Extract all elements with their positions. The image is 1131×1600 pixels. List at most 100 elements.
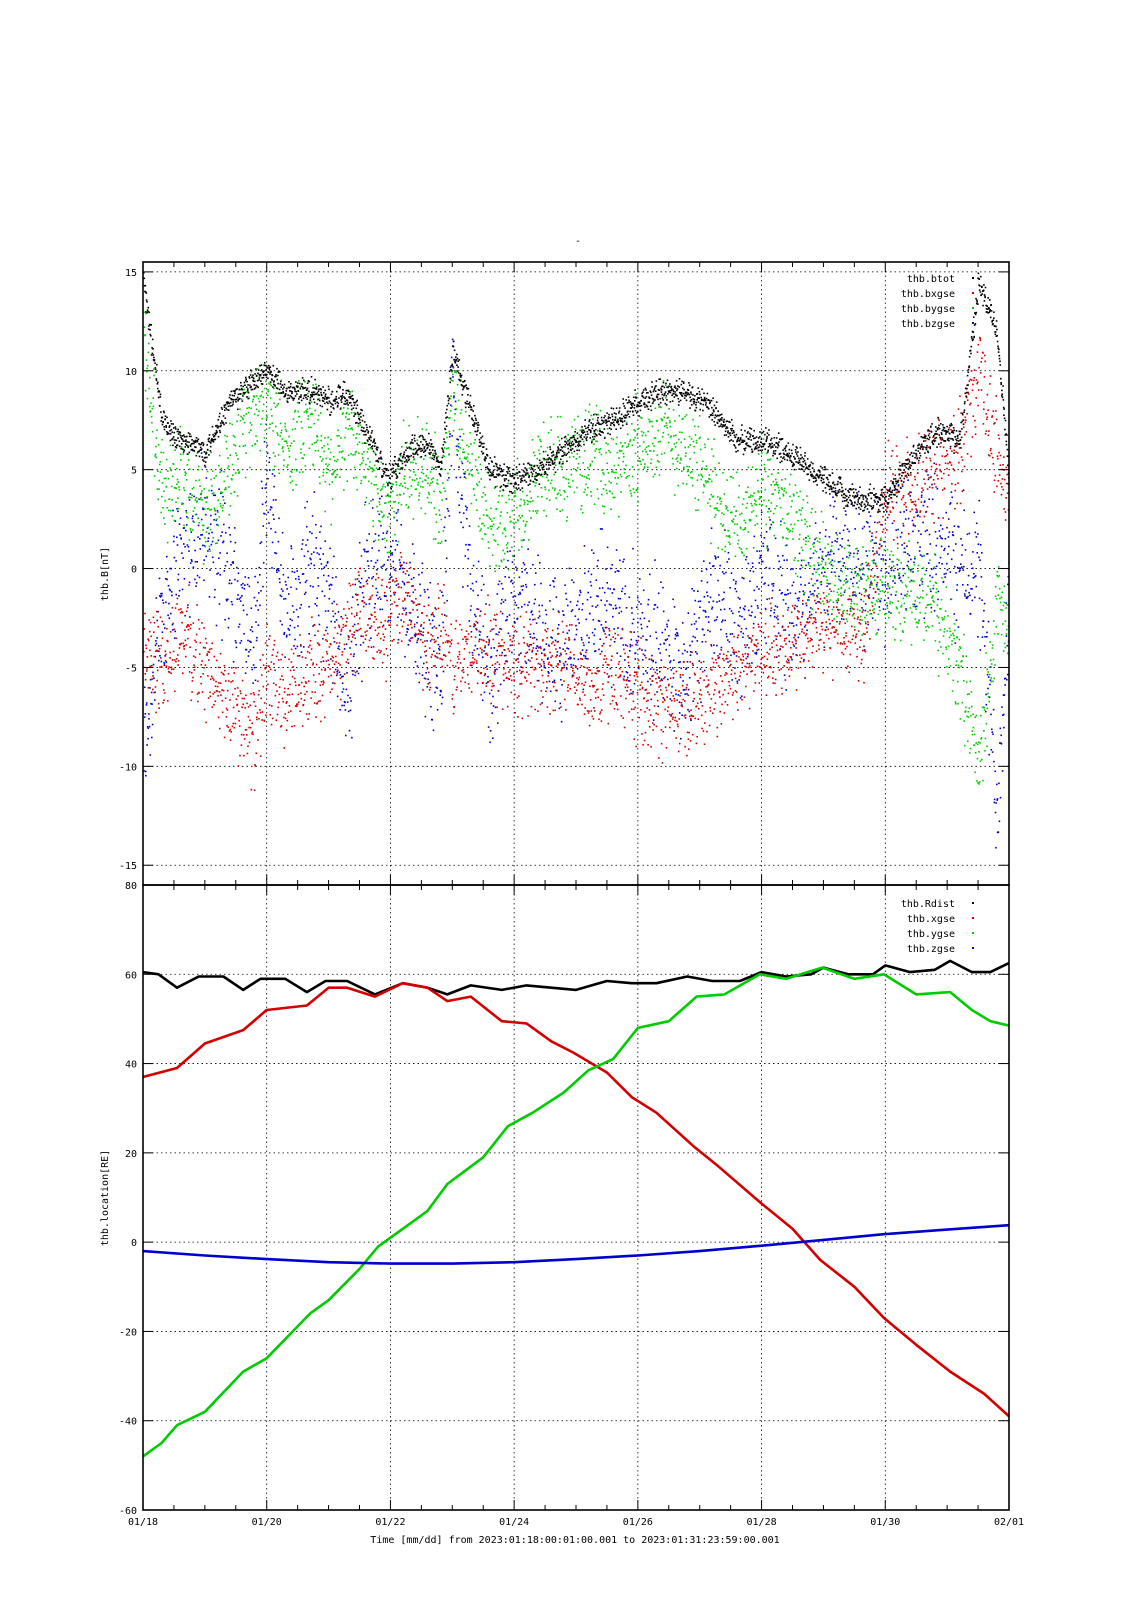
data-point: [704, 610, 706, 612]
data-point: [336, 632, 339, 635]
data-point: [178, 589, 181, 592]
data-point: [156, 429, 158, 431]
data-point: [284, 580, 287, 583]
data-point: [503, 679, 505, 682]
data-point: [905, 509, 908, 511]
data-point: [317, 614, 320, 617]
data-point: [990, 452, 993, 455]
data-point: [293, 468, 296, 471]
data-point: [424, 645, 427, 648]
data-point: [821, 628, 824, 631]
data-point: [547, 657, 549, 659]
data-point: [836, 601, 839, 604]
data-point: [448, 651, 451, 654]
data-point: [551, 655, 553, 657]
data-point: [632, 618, 635, 621]
data-point: [538, 604, 540, 607]
data-point: [828, 637, 830, 640]
data-point: [641, 687, 644, 690]
data-point: [434, 607, 436, 609]
data-point: [725, 633, 728, 635]
data-point: [548, 645, 551, 647]
data-point: [290, 470, 292, 473]
data-point: [216, 690, 219, 693]
data-point: [250, 641, 252, 643]
data-point: [743, 696, 746, 698]
data-point: [310, 426, 312, 429]
data-point: [699, 677, 702, 679]
data-point: [282, 679, 284, 681]
data-point: [547, 663, 550, 665]
data-point: [282, 573, 285, 576]
data-point: [199, 485, 201, 487]
data-point: [507, 648, 509, 650]
data-point: [575, 682, 577, 684]
data-point: [268, 638, 270, 641]
data-point: [677, 634, 679, 637]
data-point: [756, 585, 758, 588]
data-point: [239, 690, 242, 692]
data-point: [801, 628, 803, 631]
data-point: [753, 690, 755, 692]
data-point: [615, 607, 618, 609]
data-point: [529, 633, 531, 635]
data-point: [658, 686, 660, 688]
data-point: [448, 640, 450, 642]
data-point: [195, 649, 197, 651]
data-point: [216, 573, 218, 575]
data-point: [482, 681, 484, 684]
data-point: [709, 710, 712, 712]
data-point: [345, 734, 347, 737]
data-point: [447, 510, 450, 512]
data-point: [307, 550, 309, 553]
data-point: [804, 584, 806, 586]
data-point: [469, 609, 472, 611]
data-point: [232, 474, 234, 477]
data-point: [264, 667, 266, 670]
data-point: [161, 592, 163, 595]
data-point: [780, 574, 783, 577]
data-point: [656, 681, 658, 684]
data-point: [439, 635, 442, 637]
data-point: [785, 544, 788, 546]
data-point: [358, 628, 361, 631]
data-point: [204, 466, 207, 468]
data-point: [632, 547, 634, 550]
data-point: [465, 635, 467, 638]
data-point: [188, 550, 190, 552]
data-point: [477, 608, 480, 611]
data-point: [213, 703, 215, 706]
data-point: [479, 610, 482, 612]
data-point: [235, 646, 238, 649]
data-point: [710, 698, 713, 700]
data-point: [805, 564, 807, 567]
data-point: [478, 634, 481, 636]
data-point: [247, 397, 249, 400]
data-point: [247, 411, 250, 414]
data-point: [252, 682, 254, 684]
data-point: [951, 531, 954, 533]
data-point: [904, 518, 907, 520]
data-point: [986, 418, 988, 420]
data-point: [624, 652, 626, 655]
data-point: [191, 691, 193, 693]
data-point: [355, 643, 357, 646]
data-point: [655, 677, 657, 680]
data-point: [345, 427, 347, 429]
data-point: [261, 390, 264, 393]
data-point: [195, 585, 197, 587]
data-point: [994, 811, 997, 814]
data-point: [982, 626, 984, 628]
data-point: [345, 621, 348, 623]
data-point: [453, 395, 455, 397]
data-point: [756, 550, 758, 552]
data-point: [797, 610, 799, 612]
data-point: [989, 383, 991, 385]
data-point: [549, 690, 552, 693]
data-point: [161, 438, 163, 441]
data-point: [718, 690, 721, 693]
data-point: [847, 598, 849, 601]
data-point: [179, 517, 182, 520]
data-point: [962, 569, 965, 571]
data-point: [291, 605, 294, 607]
